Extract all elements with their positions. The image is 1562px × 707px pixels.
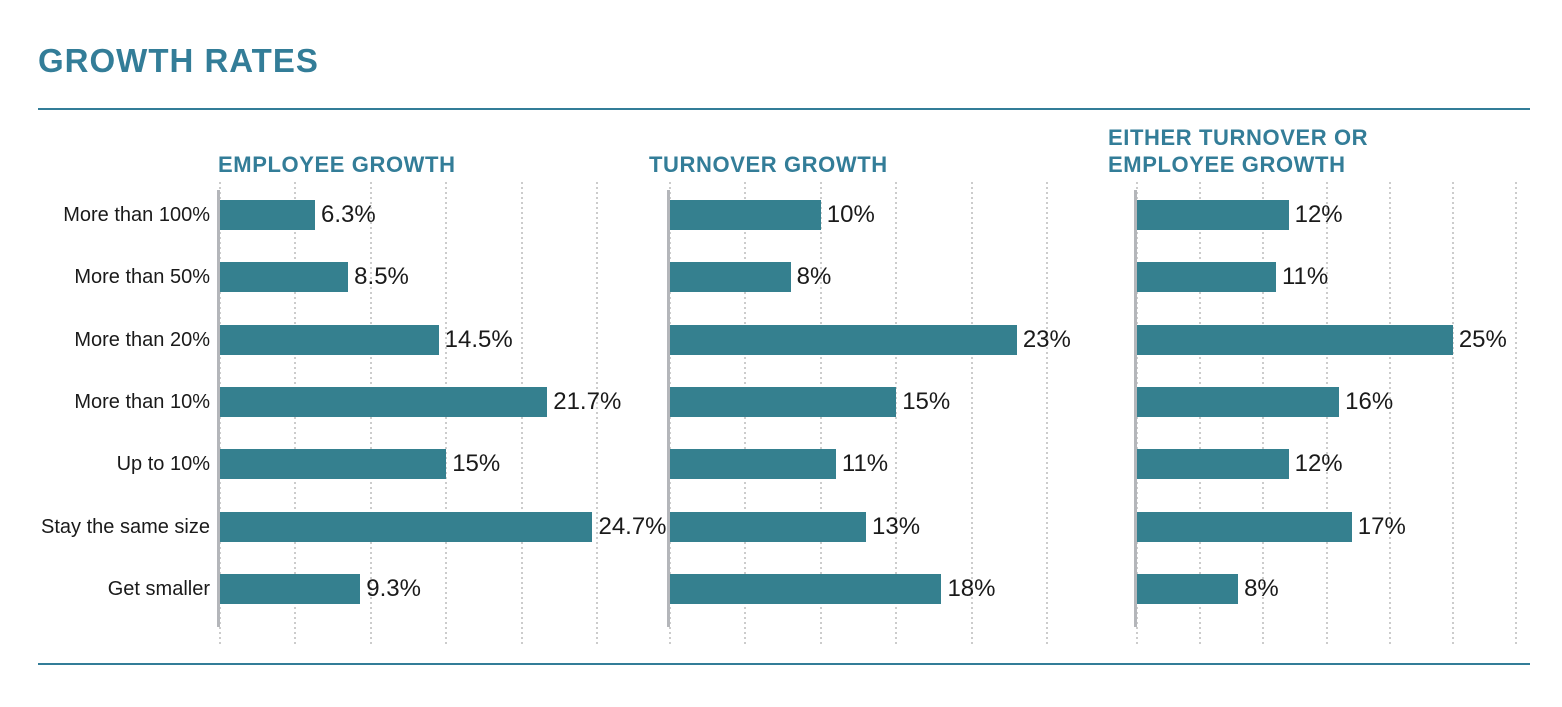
category-label: More than 100%: [63, 204, 210, 226]
bar-value-label: 6.3%: [321, 201, 376, 228]
category-label: Get smaller: [107, 577, 210, 600]
chart-title-line: TURNOVER GROWTH: [649, 152, 888, 177]
plot-area: 6.3% 8.5% 14.5% 21.7% 15% 24.7% 9.3%: [217, 182, 667, 645]
bar: [1137, 324, 1453, 355]
bar: [220, 511, 593, 542]
category-label: Up to 10%: [116, 453, 210, 476]
gridline: [895, 182, 898, 645]
bar: [670, 573, 942, 604]
bar-value-label: 9.3%: [366, 574, 421, 602]
bar-value-label: 24.7%: [598, 512, 667, 540]
top-divider: [38, 108, 1530, 110]
bar: [670, 262, 791, 293]
bar-value-label: 12%: [1294, 450, 1343, 478]
bar: [1137, 573, 1239, 604]
y-axis-line: [667, 190, 670, 627]
bar-value-label: 13%: [872, 512, 921, 540]
bar: [1137, 511, 1352, 542]
bar-value-label: 11%: [1281, 263, 1329, 291]
bar-value-label: 15%: [452, 450, 501, 478]
category-label: More than 50%: [74, 266, 210, 289]
bar: [220, 324, 439, 355]
plot-area: 12% 11% 25% 16% 12% 17% 8%: [1134, 182, 1517, 645]
bar-value-label: 25%: [1458, 325, 1507, 353]
chart-title: EMPLOYEE GROWTH: [218, 151, 456, 178]
bar-value-label: 8%: [1244, 574, 1279, 602]
gridline: [1388, 182, 1391, 645]
bar: [220, 262, 349, 293]
bar: [1137, 200, 1289, 230]
bar-value-label: 21.7%: [553, 387, 622, 415]
bar-value-label: 17%: [1357, 512, 1406, 540]
bar: [220, 573, 361, 604]
bar: [670, 449, 836, 480]
bar: [1137, 386, 1340, 417]
gridline: [1451, 182, 1454, 645]
bar: [670, 386, 897, 417]
bar: [220, 200, 315, 230]
page-title: GROWTH RATES: [38, 42, 319, 79]
chart-title-line: EMPLOYEE GROWTH: [218, 152, 456, 177]
y-axis-line: [217, 190, 220, 627]
bar: [1137, 449, 1289, 480]
category-label: Stay the same size: [41, 515, 210, 538]
bar-value-label: 11%: [841, 450, 889, 478]
bottom-divider: [38, 663, 1530, 665]
chart-title-line: EMPLOYEE GROWTH: [1108, 152, 1346, 177]
bar-value-label: 23%: [1022, 325, 1071, 353]
bar: [1137, 262, 1276, 293]
bar-value-label: 8.5%: [354, 263, 409, 291]
bar-value-label: 15%: [902, 387, 951, 415]
gridline: [596, 182, 598, 645]
bar-value-label: 8%: [796, 263, 832, 291]
bar: [670, 324, 1017, 355]
chart-title-line: EITHER TURNOVER OR: [1108, 125, 1369, 150]
bar: [220, 449, 447, 480]
plot-area: 10% 8% 23% 15% 11% 13% 18%: [667, 182, 1071, 645]
bar-value-label: 18%: [947, 574, 996, 602]
bar: [670, 200, 821, 230]
chart-title: TURNOVER GROWTH: [649, 151, 888, 178]
bar-value-label: 10%: [826, 201, 875, 228]
category-label: More than 20%: [74, 328, 210, 351]
bar-value-label: 16%: [1345, 387, 1394, 415]
bar: [220, 386, 548, 417]
gridline: [970, 182, 973, 645]
y-axis-line: [1134, 190, 1137, 627]
chart-title: EITHER TURNOVER OR EMPLOYEE GROWTH: [1108, 124, 1368, 178]
gridline: [1046, 182, 1048, 645]
bar: [670, 511, 867, 542]
bar-value-label: 14.5%: [444, 325, 513, 353]
bar-value-label: 12%: [1294, 201, 1343, 228]
category-label: More than 10%: [74, 390, 210, 413]
gridline: [1515, 182, 1517, 645]
